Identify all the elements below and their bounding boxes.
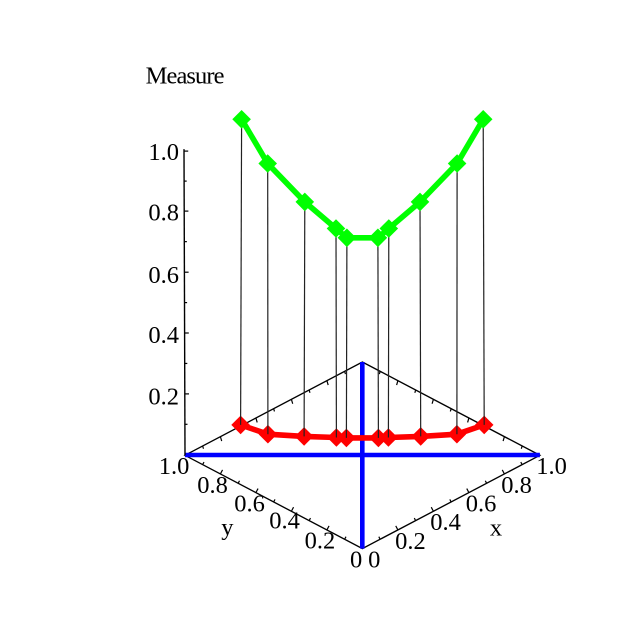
svg-text:0: 0	[368, 546, 380, 573]
svg-text:1.0: 1.0	[159, 453, 190, 480]
svg-text:0.8: 0.8	[148, 200, 179, 227]
svg-text:0.8: 0.8	[501, 472, 532, 499]
svg-text:0.6: 0.6	[466, 491, 497, 518]
svg-text:0.4: 0.4	[269, 508, 300, 535]
svg-text:0.2: 0.2	[305, 528, 336, 555]
svg-text:x: x	[490, 514, 502, 541]
svg-text:0.4: 0.4	[148, 322, 179, 349]
svg-text:y: y	[221, 514, 234, 541]
svg-text:0.6: 0.6	[234, 491, 265, 518]
svg-text:0.6: 0.6	[148, 262, 179, 289]
svg-text:Measure: Measure	[146, 62, 225, 89]
svg-text:0: 0	[350, 546, 362, 573]
svg-text:0.4: 0.4	[430, 509, 461, 536]
svg-text:0.2: 0.2	[395, 528, 426, 555]
svg-text:0.2: 0.2	[148, 383, 179, 410]
svg-text:1.0: 1.0	[536, 453, 567, 480]
svg-text:1.0: 1.0	[148, 139, 179, 166]
svg-text:0.8: 0.8	[197, 472, 228, 499]
